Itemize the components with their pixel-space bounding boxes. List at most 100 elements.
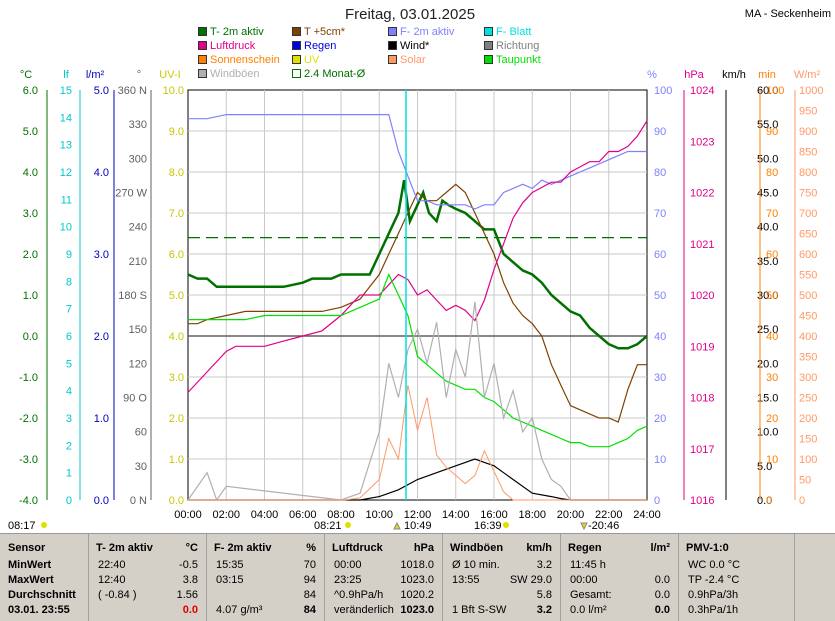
direction-axis-title: ° (137, 69, 141, 81)
summary-row: 03:15 94 (206, 574, 324, 589)
summary-row: Ø 10 min. 3.2 (442, 559, 560, 574)
summary-column: T- 2m aktiv °C 22:40 -0.5 12:40 3.8( -0.84 ) 1… (88, 534, 207, 621)
summary-header-label: Regen (568, 542, 602, 554)
sun-icon (503, 522, 509, 528)
solar-axis-tick: 800 (799, 167, 817, 179)
summary-cell-label: 15:35 (216, 559, 244, 571)
summary-row: MaxWert (0, 574, 88, 589)
humidity-axis-tick: 30 (654, 372, 666, 384)
legend-item: Solar (388, 54, 426, 66)
solar-axis-tick: 1000 (799, 85, 823, 97)
wind-axis-tick: 10.0 (757, 427, 778, 439)
legend-swatch (484, 27, 493, 36)
summary-row: 0.3hPa/1h (678, 604, 794, 619)
solar-axis-tick: 100 (799, 454, 817, 466)
wind-axis-tick: 0.0 (757, 495, 772, 507)
summary-cell-value: 94 (303, 574, 316, 586)
solar-axis-tick: 700 (799, 208, 817, 220)
summary-row: 15:35 70 (206, 559, 324, 574)
summary-row: 5.8 (442, 589, 560, 604)
summary-header-label: PMV-1:0 (686, 542, 729, 554)
summary-cell-value: 1023.0 (400, 604, 434, 616)
sunrise-label: 08:21 (314, 520, 342, 532)
sun-icon (345, 522, 351, 528)
time-tick: 18:00 (518, 509, 546, 521)
pressure-axis-title: hPa (684, 69, 704, 81)
legend-label: Regen (304, 40, 337, 52)
summary-column: PMV-1:0 WC 0.0 °C TP -2.4 °C 0.9hPa/3h 0.3hP… (678, 534, 795, 621)
station-label: MA - Seckenheim (744, 8, 831, 20)
temp-axis-tick: 3.0 (23, 208, 38, 220)
solar-axis-tick: 500 (799, 290, 817, 302)
uv-axis-tick: 5.0 (169, 290, 184, 302)
summary-cell-value: 0.0 (654, 589, 670, 601)
direction-axis-tick: 120 (129, 358, 147, 370)
wind-axis-title: km/h (722, 69, 746, 81)
solar-axis-tick: 600 (799, 249, 817, 261)
legend-label: T +5cm* (304, 26, 346, 38)
wind-axis-tick: 50.0 (757, 153, 778, 165)
temp-axis-tick: -2.0 (19, 413, 38, 425)
summary-cell-label: MinWert (8, 559, 52, 571)
direction-axis-tick: 150 (129, 324, 147, 336)
legend-item: Wind* (388, 40, 429, 52)
temp-axis-tick: 4.0 (23, 167, 38, 179)
legend-swatch (292, 41, 301, 50)
humidity-axis-tick: 60 (654, 249, 666, 261)
summary-row: ^0.9hPa/h 1020.2 (324, 589, 442, 604)
time-tick: 08:00 (327, 509, 355, 521)
summary-row: 22:40 -0.5 (88, 559, 206, 574)
weather-chart: 6.05.04.03.02.01.00.0-1.0-2.0-3.0-4.0151… (8, 69, 823, 532)
leaf-axis-tick: 14 (60, 112, 72, 124)
legend-label: UV (304, 54, 320, 66)
summary-header: Sensor (0, 542, 88, 557)
rain-axis-tick: 0.0 (94, 495, 109, 507)
summary-cell-label: veränderlich (334, 604, 394, 616)
summary-cell-label: 00:00 (334, 559, 362, 571)
leaf-axis-tick: 15 (60, 85, 72, 97)
uv-axis-tick: 10.0 (163, 85, 184, 97)
summary-header-unit: % (306, 542, 316, 554)
summary-cell-label: 22:40 (98, 559, 126, 571)
uv-axis-tick: 1.0 (169, 454, 184, 466)
summary-column: Sensor MinWert MaxWert Durchschnitt 03.01. 2… (0, 534, 89, 621)
summary-cell-label: TP -2.4 °C (688, 574, 740, 586)
humidity-axis-tick: 10 (654, 454, 666, 466)
summary-cell-label: ^0.9hPa/h (334, 589, 384, 601)
legend-label: 2.4 Monat-Ø (304, 68, 366, 80)
summary-header-unit: hPa (413, 542, 434, 554)
wind-axis-tick: 35.0 (757, 256, 778, 268)
summary-header-unit: km/h (526, 542, 552, 554)
temp-axis-tick: 2.0 (23, 249, 38, 261)
solar-axis-tick: 400 (799, 331, 817, 343)
summary-row: WC 0.0 °C (678, 559, 794, 574)
legend-label: F- 2m aktiv (400, 26, 455, 38)
summary-header: T- 2m aktiv °C (88, 542, 206, 557)
uv-axis-tick: 8.0 (169, 167, 184, 179)
humidity-axis-tick: 100 (654, 85, 672, 97)
solar-axis-tick: 950 (799, 106, 817, 118)
uv-axis-tick: 4.0 (169, 331, 184, 343)
summary-cell-label: 1 Bft S-SW (452, 604, 507, 616)
summary-cell-label: 0.3hPa/1h (688, 604, 739, 616)
summary-row: 03.01. 23:55 (0, 604, 88, 619)
direction-axis-tick: 300 (129, 153, 147, 165)
sun-axis-tick: 20 (766, 413, 778, 425)
summary-header: Luftdruck hPa (324, 542, 442, 557)
temp-axis-tick: 0.0 (23, 331, 38, 343)
summary-row: MinWert (0, 559, 88, 574)
midday-label: 16:39 (474, 520, 502, 532)
summary-row: veränderlich 1023.0 (324, 604, 442, 619)
temp-axis-tick: 6.0 (23, 85, 38, 97)
leaf-axis-title: lf (63, 69, 69, 81)
chart-title: Freitag, 03.01.2025 (344, 6, 476, 23)
summary-row: 0.0 l/m² 0.0 (560, 604, 678, 619)
triangle-up-icon (393, 521, 401, 530)
solar-noon-label: 10:49 (404, 520, 432, 532)
summary-column: Regen l/m² 11:45 h 00:00 0.0 Gesamt: 0.0 0.0 l/… (560, 534, 679, 621)
legend-swatch (388, 41, 397, 50)
summary-cell-label: 0.9hPa/3h (688, 589, 739, 601)
legend-item: Windböen (198, 68, 260, 80)
summary-header: PMV-1:0 (678, 542, 794, 557)
solar-axis-tick: 150 (799, 434, 817, 446)
